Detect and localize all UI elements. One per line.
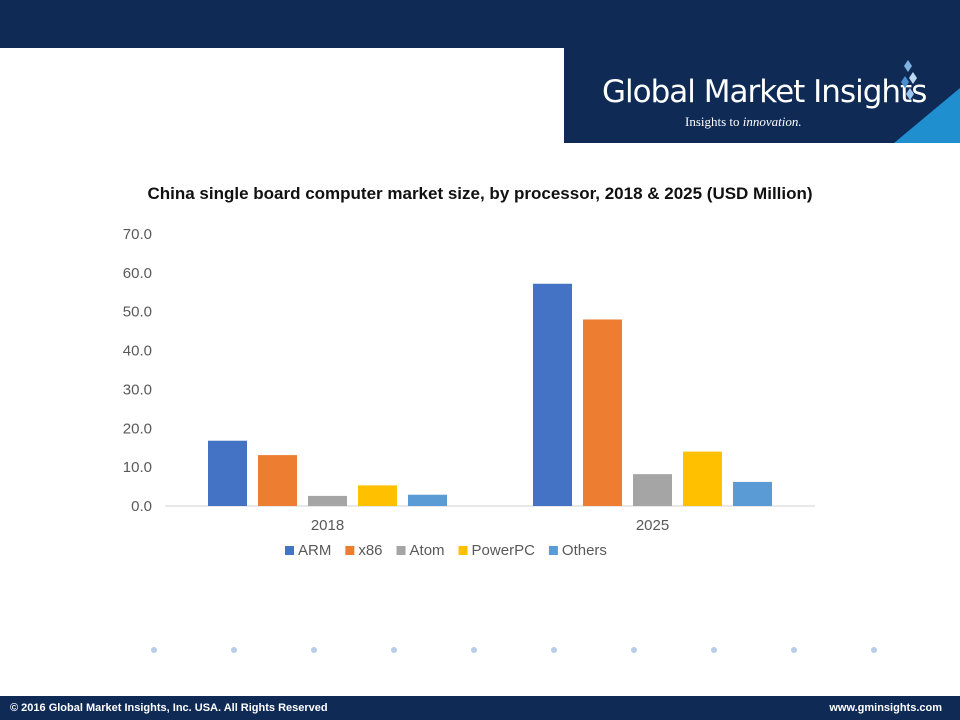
bar-arm-2018 (208, 440, 247, 506)
y-tick-label: 40.0 (123, 343, 152, 360)
decorative-dots (0, 644, 960, 656)
decorative-dot (231, 647, 237, 653)
footer-bar: © 2016 Global Market Insights, Inc. USA.… (0, 696, 960, 720)
bar-chart: 0.0 10.0 20.0 30.0 40.0 50.0 60.0 70.0 2018 2025 A… (123, 226, 815, 559)
legend-swatch-arm (285, 546, 294, 555)
bar-x86-2018 (258, 455, 297, 506)
legend-label-x86: x86 (358, 542, 382, 559)
decorative-dot (471, 647, 477, 653)
x-tick-label: 2018 (311, 517, 344, 534)
y-tick-label: 0.0 (131, 498, 152, 515)
legend-label-powerpc: PowerPC (472, 542, 536, 559)
bar-others-2025 (733, 481, 772, 506)
legend-label-atom: Atom (410, 542, 445, 559)
decorative-dot (791, 647, 797, 653)
x-tick-label: 2025 (636, 517, 669, 534)
y-tick-label: 60.0 (123, 265, 152, 282)
y-tick-label: 70.0 (123, 226, 152, 243)
decorative-dot (871, 647, 877, 653)
brand-tagline: Insights to innovation. (685, 114, 802, 130)
tagline-emphasis: innovation. (742, 114, 802, 129)
legend-swatch-atom (396, 546, 406, 555)
legend-label-arm: ARM (298, 542, 331, 559)
y-tick-label: 50.0 (123, 304, 152, 321)
legend-swatch-others (548, 546, 558, 555)
bar-arm-2025 (533, 283, 572, 506)
decorative-dot (391, 647, 397, 653)
legend-swatch-x86 (345, 546, 355, 555)
bar-x86-2025 (583, 319, 622, 506)
bar-powerpc-2025 (683, 451, 722, 506)
legend-label-others: Others (562, 542, 607, 559)
bar-atom-2025 (633, 474, 672, 506)
decorative-dot (631, 647, 637, 653)
corner-accent-icon (894, 88, 960, 143)
legend-swatch-powerpc (458, 546, 468, 555)
decorative-dot (551, 647, 557, 653)
top-banner (0, 0, 960, 48)
bar-others-2018 (408, 494, 447, 506)
chart-title: China single board computer market size,… (147, 184, 813, 203)
footer-copyright: © 2016 Global Market Insights, Inc. USA.… (10, 702, 328, 714)
bar-atom-2018 (308, 495, 347, 506)
bar-powerpc-2018 (358, 485, 397, 506)
brand-name: Global Market Insights (602, 74, 927, 110)
brand-logo: Global Market Insights Insights to innov… (564, 48, 960, 143)
decorative-dot (711, 647, 717, 653)
decorative-dot (151, 647, 157, 653)
diamond-icon (901, 60, 917, 100)
y-tick-label: 30.0 (123, 381, 152, 398)
y-tick-label: 20.0 (123, 420, 152, 437)
tagline-prefix: Insights to (685, 114, 743, 129)
footer-website: www.gminsights.com (829, 702, 942, 714)
decorative-dot (311, 647, 317, 653)
y-tick-label: 10.0 (123, 459, 152, 476)
